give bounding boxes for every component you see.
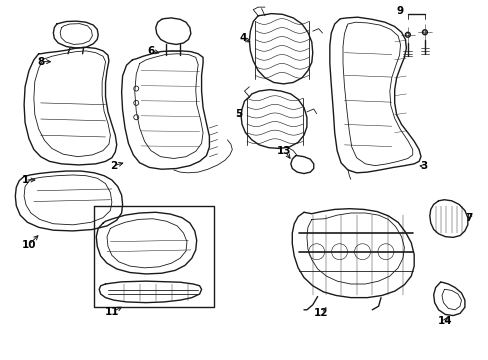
Text: 3: 3 — [420, 161, 427, 171]
Text: 1: 1 — [21, 175, 29, 185]
Text: 10: 10 — [21, 239, 36, 249]
Text: 8: 8 — [38, 57, 45, 67]
Text: 7: 7 — [464, 213, 471, 222]
Text: 12: 12 — [314, 309, 328, 318]
Text: 11: 11 — [104, 307, 119, 317]
Text: 4: 4 — [239, 33, 247, 43]
Text: 5: 5 — [235, 109, 242, 119]
Text: 14: 14 — [437, 316, 452, 325]
Text: 6: 6 — [147, 46, 154, 56]
Text: 2: 2 — [110, 161, 117, 171]
Text: 9: 9 — [396, 6, 403, 16]
Text: 13: 13 — [277, 145, 291, 156]
